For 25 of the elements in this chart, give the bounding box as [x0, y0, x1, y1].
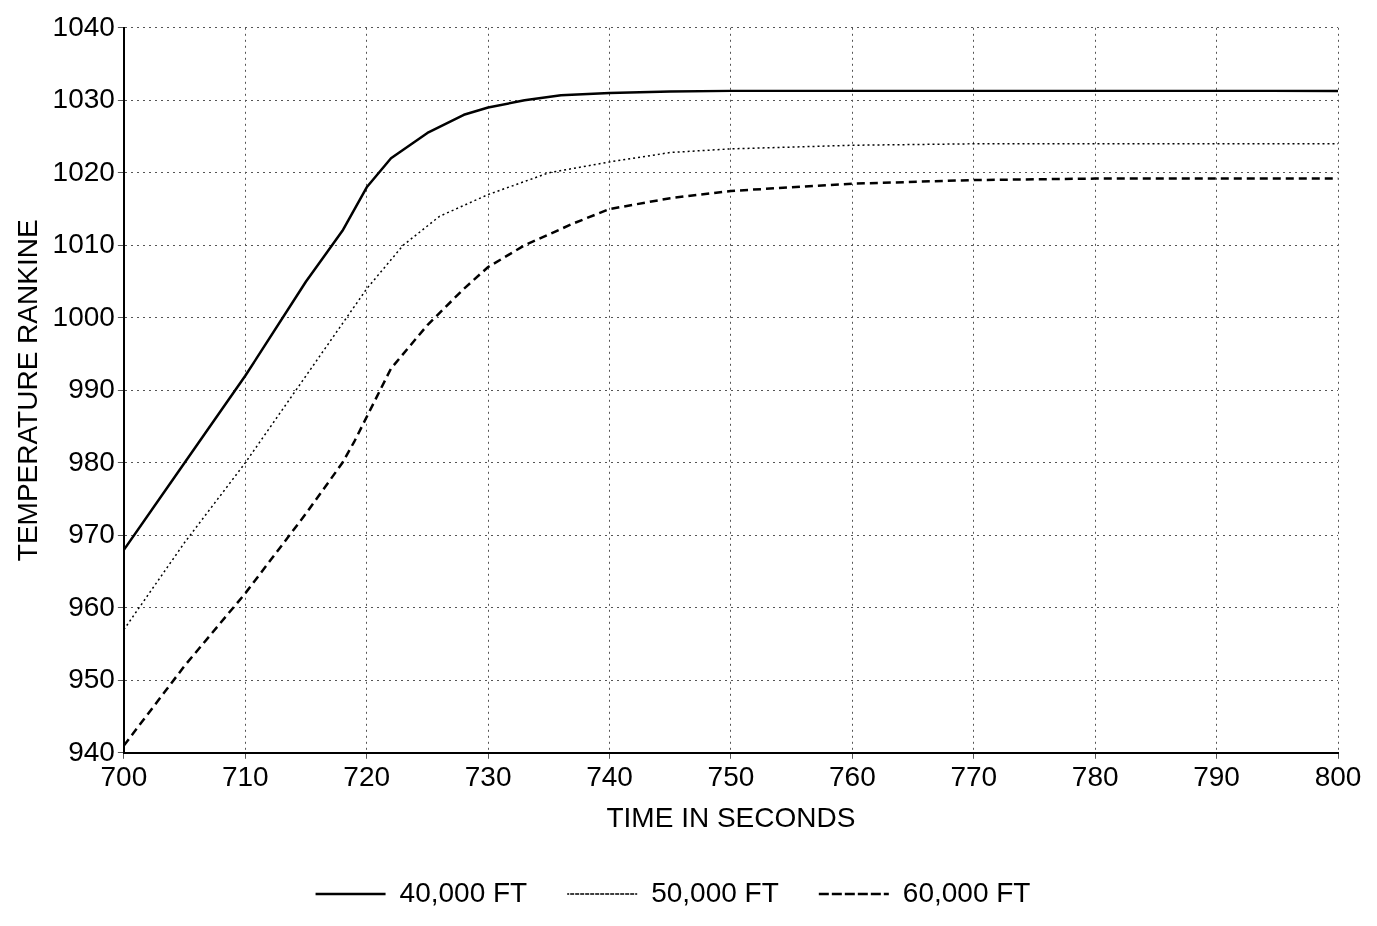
y-tick-label: 990 — [68, 373, 115, 405]
y-tick-label: 1030 — [52, 83, 115, 115]
x-tick-label: 770 — [950, 761, 998, 793]
x-tick-label: 750 — [707, 761, 755, 793]
x-tick-label: 780 — [1071, 761, 1119, 793]
legend-label: 50,000 FT — [651, 876, 779, 908]
x-tick-label: 740 — [586, 761, 633, 793]
y-tick-label: 1010 — [52, 228, 115, 260]
x-axis-title: TIME IN SECONDS — [606, 801, 856, 833]
legend-label: 60,000 FT — [902, 876, 1031, 908]
y-tick-label: 950 — [68, 663, 115, 695]
y-tick-label: 960 — [68, 590, 115, 622]
y-axis-title: TEMPERATURE RANKINE — [11, 219, 43, 562]
y-tick-label: 1000 — [52, 300, 115, 332]
y-tick-label: 970 — [68, 518, 115, 550]
y-tick-label: 1020 — [52, 155, 115, 187]
x-tick-label: 720 — [343, 761, 391, 793]
x-tick-label: 710 — [221, 761, 269, 793]
x-tick-label: 790 — [1193, 761, 1240, 793]
x-tick-label: 760 — [829, 761, 876, 793]
x-tick-label: 800 — [1314, 761, 1362, 793]
legend-label: 40,000 FT — [399, 876, 528, 908]
y-tick-label: 980 — [68, 445, 115, 477]
y-tick-label: 1040 — [52, 10, 115, 42]
x-tick-label: 730 — [464, 761, 512, 793]
